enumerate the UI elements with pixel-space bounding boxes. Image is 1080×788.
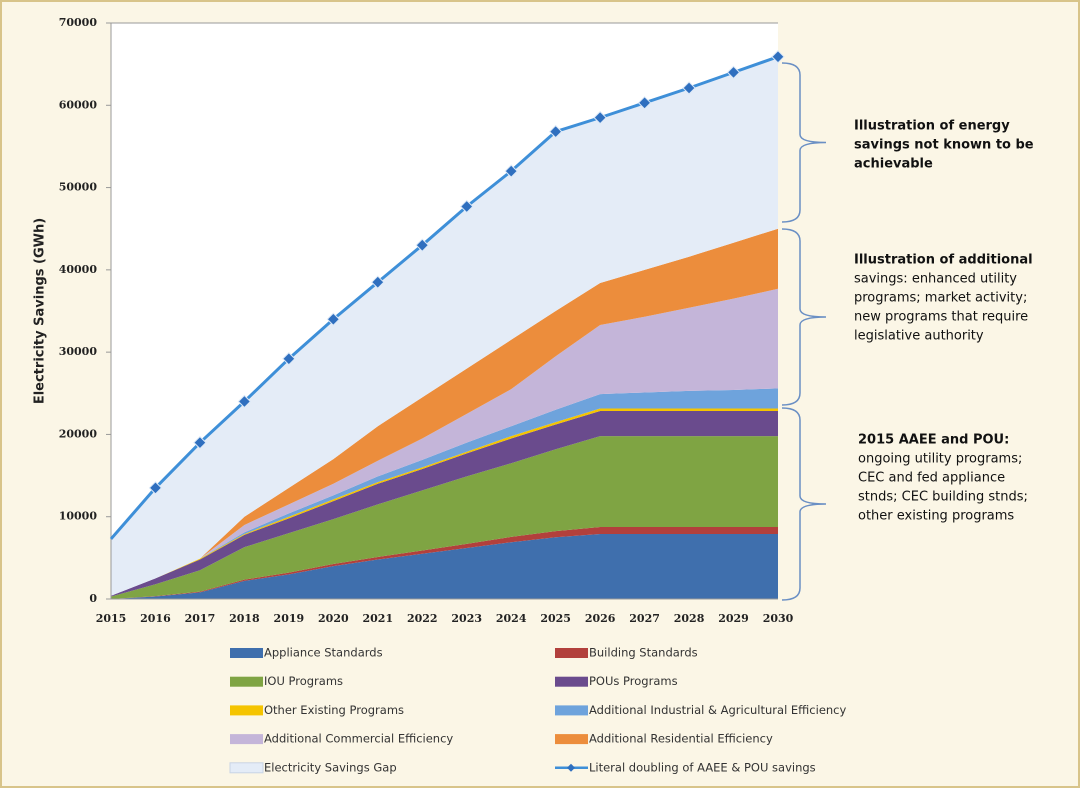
brace xyxy=(781,228,827,406)
area xyxy=(111,288,778,596)
legend-label: Additional Residential Efficiency xyxy=(589,732,773,746)
y-tick-label: 70000 xyxy=(59,16,98,29)
y-tick-label: 0 xyxy=(89,592,97,605)
marker xyxy=(726,65,741,80)
x-tick-label: 2018 xyxy=(229,612,260,625)
legend-swatch xyxy=(555,734,588,745)
legend-swatch xyxy=(555,676,588,687)
y-tick-label: 50000 xyxy=(59,181,98,194)
marker xyxy=(460,199,474,214)
x-tick-label: 2015 xyxy=(96,612,127,625)
legend-label: Building Standards xyxy=(589,646,698,660)
annotation: savings not known to be xyxy=(854,138,1034,153)
x-tick-label: 2030 xyxy=(763,612,794,625)
legend-label: Literal doubling of AAEE & POU savings xyxy=(589,760,816,774)
marker xyxy=(148,481,163,495)
y-tick-label: 10000 xyxy=(59,510,98,523)
x-tick-label: 2025 xyxy=(540,612,571,625)
marker xyxy=(504,164,518,178)
marker xyxy=(193,435,207,450)
x-tick-label: 2020 xyxy=(318,612,349,625)
x-tick-label: 2027 xyxy=(629,612,660,625)
line xyxy=(109,55,779,540)
area xyxy=(111,533,778,599)
x-tick-label: 2024 xyxy=(496,612,527,625)
marker xyxy=(637,96,652,110)
legend-swatch xyxy=(230,705,263,716)
legend-label: Additional Commercial Efficiency xyxy=(264,732,453,746)
area xyxy=(111,436,778,599)
area xyxy=(111,228,778,596)
legend-swatch xyxy=(229,762,264,774)
y-tick-label: 30000 xyxy=(59,345,98,358)
legend-swatch xyxy=(567,763,575,772)
marker xyxy=(282,352,296,366)
y-tick-label: 20000 xyxy=(59,427,98,440)
brace xyxy=(781,62,827,223)
x-tick-label: 2022 xyxy=(407,612,438,625)
annotation: CEC and fed appliance xyxy=(858,471,1005,486)
area xyxy=(111,410,778,597)
legend-label: POUs Programs xyxy=(589,674,678,688)
x-tick-label: 2023 xyxy=(451,612,482,625)
annotation: 2015 AAEE and POU: xyxy=(858,433,1009,448)
brace xyxy=(781,407,827,601)
legend-swatch xyxy=(555,705,588,716)
marker xyxy=(371,275,385,289)
annotation: ongoing utility programs; xyxy=(858,452,1022,467)
annotation: legislative authority xyxy=(854,329,984,344)
x-tick-label: 2016 xyxy=(140,612,171,625)
legend-swatch xyxy=(230,734,263,745)
marker xyxy=(771,50,785,64)
annotation: stnds; CEC building stnds; xyxy=(858,490,1028,505)
marker xyxy=(237,394,252,409)
legend-label: Additional Industrial & Agricultural Eff… xyxy=(589,703,847,717)
marker xyxy=(415,238,429,252)
x-tick-label: 2028 xyxy=(674,612,705,625)
y-tick-label: 60000 xyxy=(59,98,98,111)
marker xyxy=(593,110,607,125)
annotation: achievable xyxy=(854,157,933,172)
legend-swatch xyxy=(230,676,263,687)
annotation: Illustration of additional xyxy=(854,253,1033,268)
annotation: programs; market activity; xyxy=(854,291,1027,306)
annotation: new programs that require xyxy=(854,310,1028,325)
x-tick-label: 2021 xyxy=(362,612,393,625)
annotation: other existing programs xyxy=(858,509,1014,524)
legend-swatch xyxy=(555,648,588,658)
marker xyxy=(326,312,341,326)
y-axis-label: Electricity Savings (GWh) xyxy=(33,218,48,404)
legend-label: IOU Programs xyxy=(264,674,343,688)
annotation: savings: enhanced utility xyxy=(854,272,1017,287)
area xyxy=(111,56,778,596)
legend-label: Electricity Savings Gap xyxy=(264,760,397,774)
legend-label: Other Existing Programs xyxy=(264,703,404,717)
x-tick-label: 2026 xyxy=(585,612,616,625)
x-tick-label: 2019 xyxy=(274,612,305,625)
legend-label: Appliance Standards xyxy=(264,646,383,660)
marker xyxy=(682,81,696,95)
annotation: Illustration of energy xyxy=(854,119,1010,134)
marker xyxy=(548,124,563,139)
x-tick-label: 2029 xyxy=(718,612,749,625)
y-tick-label: 40000 xyxy=(59,263,98,276)
legend-swatch xyxy=(230,648,263,658)
x-tick-label: 2017 xyxy=(185,612,216,625)
